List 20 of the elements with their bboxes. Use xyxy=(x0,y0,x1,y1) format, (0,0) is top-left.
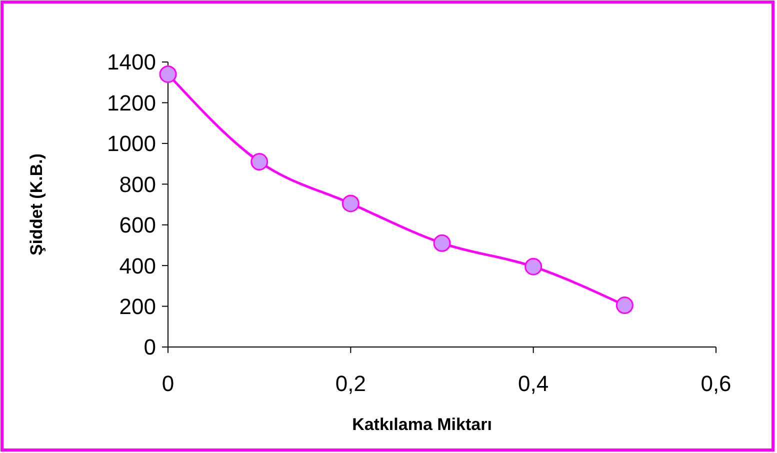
point xyxy=(616,296,634,314)
point xyxy=(524,258,542,276)
y-tick-label: 600 xyxy=(119,212,156,238)
y-tick-label: 1000 xyxy=(107,131,156,156)
y-tick-label: 0 xyxy=(144,334,156,360)
point xyxy=(433,234,451,252)
y-tick-label: 200 xyxy=(119,294,156,319)
y-tick-label: 1400 xyxy=(107,50,156,75)
x-tick-label: 0,2 xyxy=(335,371,366,396)
y-tick-label: 800 xyxy=(119,172,156,197)
x-tick-label: 0,6 xyxy=(700,371,732,396)
point xyxy=(342,194,360,212)
x-tick-label: 0,4 xyxy=(518,371,549,396)
point xyxy=(159,65,177,83)
y-tick-label: 1200 xyxy=(107,90,156,116)
x-axis-title: Katkılama Miktarı xyxy=(352,415,492,434)
point xyxy=(250,153,268,170)
x-tick-label: 0 xyxy=(162,371,174,396)
y-tick-label: 400 xyxy=(119,253,156,278)
y-axis-title: Şiddet (K.B.) xyxy=(27,154,46,256)
